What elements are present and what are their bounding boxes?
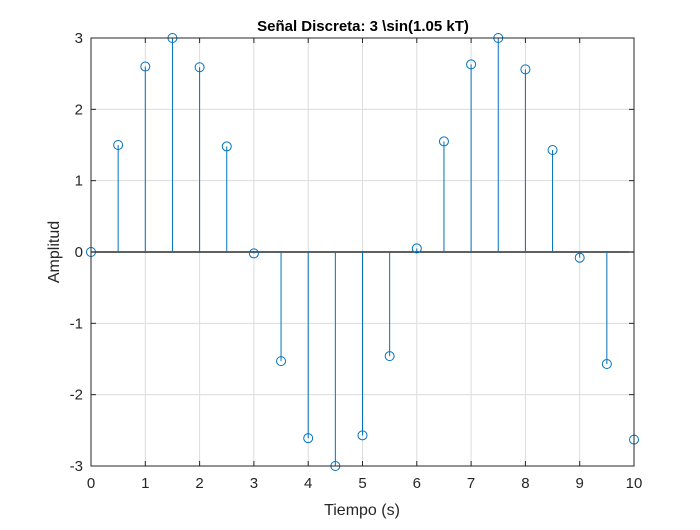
stem-marker <box>520 64 531 75</box>
stem-marker <box>303 433 314 444</box>
chart-title: Señal Discreta: 3 \sin(1.05 kT) <box>257 18 469 35</box>
y-tick-label: 3 <box>75 30 83 47</box>
stem-marker <box>411 243 422 254</box>
ticks <box>90 37 635 467</box>
x-tick-label: 1 <box>141 475 149 492</box>
stem-marker <box>574 252 585 263</box>
y-tick-label: -2 <box>70 387 83 404</box>
x-tick-label: 9 <box>576 475 584 492</box>
y-tick-label: 2 <box>75 101 83 118</box>
y-tick-label: 1 <box>75 173 83 190</box>
stem-marker <box>438 136 449 147</box>
stem-marker <box>248 248 259 259</box>
stem-marker <box>113 140 124 150</box>
stem-marker <box>357 430 368 441</box>
y-tick-labels: -3 -2 -1 0 1 2 3 <box>70 30 83 475</box>
x-tick-label: 8 <box>521 475 529 492</box>
x-tick-label: 4 <box>304 475 312 492</box>
stem-marker <box>547 144 558 155</box>
x-tick-label: 6 <box>413 475 421 492</box>
y-tick-label: -3 <box>70 458 83 475</box>
stem-marker <box>466 59 477 70</box>
y-axis-label: Amplitud <box>46 221 63 283</box>
x-tick-label: 2 <box>195 475 203 492</box>
stem-marker <box>140 61 151 72</box>
x-tick-label: 3 <box>250 475 258 492</box>
stem-marker <box>384 351 395 362</box>
stem-marker <box>194 62 205 73</box>
x-tick-label: 5 <box>358 475 366 492</box>
x-tick-labels: 0 1 2 3 4 5 6 7 8 9 10 <box>87 475 643 492</box>
stem-marker <box>601 358 612 369</box>
y-tick-label: -1 <box>70 315 83 332</box>
markers <box>86 33 639 471</box>
stem-marker <box>276 356 287 367</box>
stem-marker <box>221 141 232 152</box>
y-tick-label: 0 <box>75 244 83 261</box>
stems <box>117 38 635 466</box>
x-axis-label: Tiempo (s) <box>324 502 400 519</box>
x-tick-label: 7 <box>467 475 475 492</box>
x-tick-label: 10 <box>626 475 643 492</box>
x-tick-label: 0 <box>87 475 95 492</box>
